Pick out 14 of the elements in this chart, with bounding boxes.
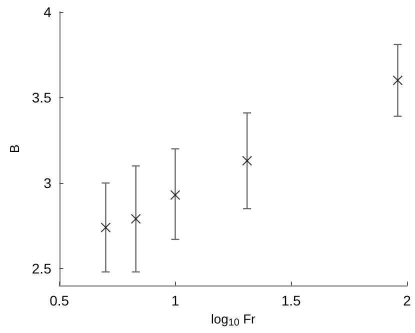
y-axis-title: B xyxy=(7,144,22,154)
x-tick-label: 0.5 xyxy=(50,292,70,309)
point xyxy=(242,156,252,166)
y-tick-label: 3.5 xyxy=(32,90,52,106)
x-tick-label: 1 xyxy=(171,292,180,309)
point xyxy=(170,190,180,200)
point xyxy=(392,75,403,86)
x-tick-label: 1.5 xyxy=(281,292,302,309)
y-tick-label: 3 xyxy=(44,175,52,191)
y-tick-label: 4 xyxy=(44,4,52,20)
point xyxy=(130,214,141,224)
point xyxy=(100,222,111,232)
x-tick-label: 2 xyxy=(403,292,412,309)
y-tick-label: 2.5 xyxy=(32,260,52,276)
